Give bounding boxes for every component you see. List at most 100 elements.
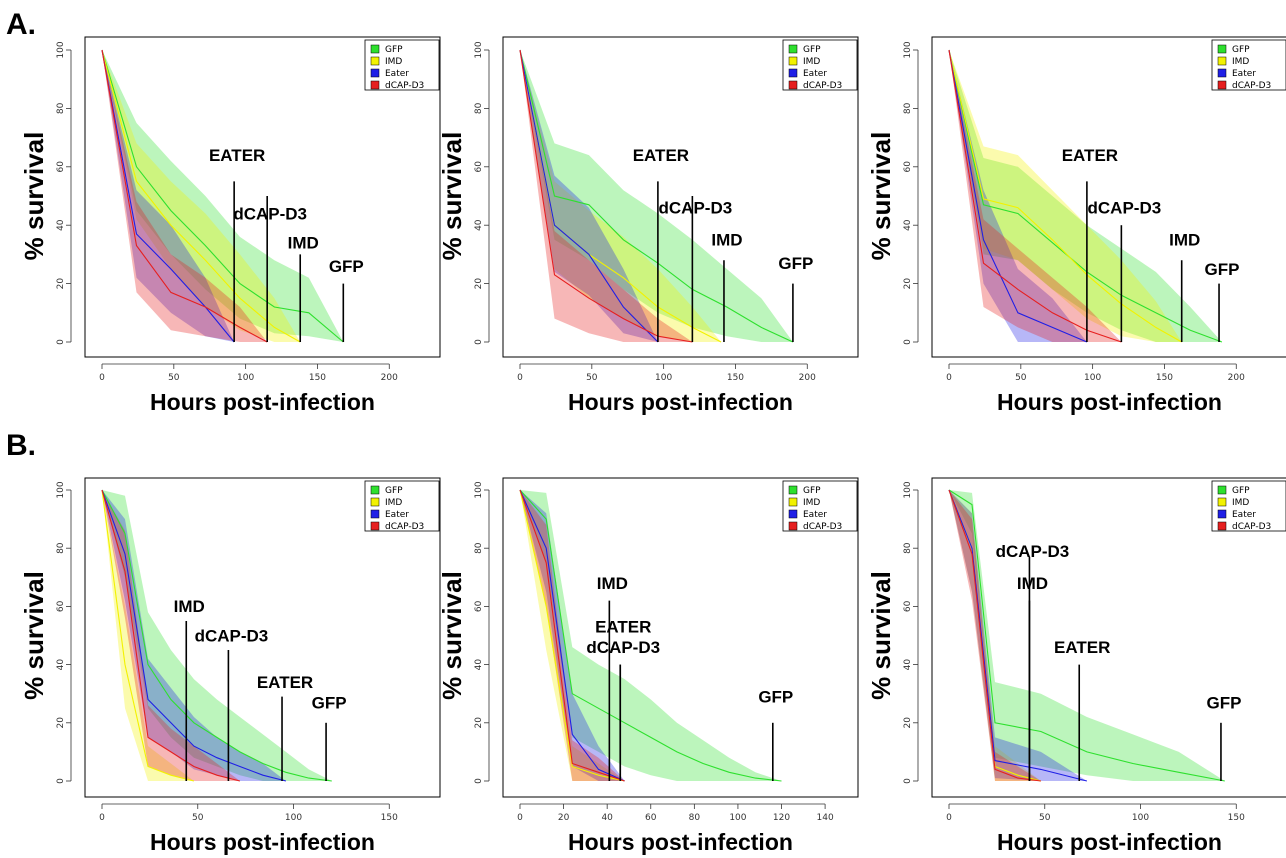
survival-line-eater — [519, 489, 625, 782]
y-tick-label: 100 — [903, 481, 913, 498]
annotation-label: IMD — [174, 597, 205, 616]
y-tick-label: 20 — [56, 278, 66, 290]
x-tick-label: 100 — [729, 813, 746, 823]
legend-label: GFP — [803, 486, 821, 496]
confidence-band-gfp — [102, 490, 332, 781]
x-tick-label: 100 — [655, 373, 672, 383]
y-tick-label: 20 — [56, 717, 66, 729]
survival-line-eater — [519, 49, 659, 343]
legend-label: IMD — [803, 498, 820, 508]
confidence-band-imd — [520, 50, 722, 342]
survival-line-gfp — [101, 49, 344, 343]
y-axis-title: % survival — [866, 571, 896, 700]
y-tick-label: 40 — [56, 219, 66, 231]
chart-panel-b1: 0 20 40 60 80 100 0 50 100 150 Hours post-infectio… — [19, 477, 441, 855]
legend-swatch-eater — [1217, 68, 1227, 78]
legend-label: GFP — [1232, 486, 1250, 496]
plot-frame — [84, 36, 441, 358]
y-tick-label: 0 — [56, 339, 66, 345]
legend-label: Eater — [803, 69, 827, 79]
x-axis-title: Hours post-infection — [150, 829, 375, 855]
annotation-label: EATER — [595, 618, 651, 637]
x-tick-label: 150 — [1228, 813, 1245, 823]
annotation-label: dCAP-D3 — [659, 199, 733, 218]
annotation-label: dCAP-D3 — [996, 542, 1070, 561]
x-axis-title: Hours post-infection — [150, 389, 375, 415]
legend-label: Eater — [1232, 510, 1256, 520]
legend-label: dCAP-D3 — [385, 522, 424, 532]
survival-line-imd — [101, 49, 301, 343]
plot-frame — [931, 36, 1286, 358]
y-tick-label: 20 — [474, 278, 484, 290]
y-tick-label: 60 — [903, 161, 913, 173]
confidence-band-gfp — [949, 490, 1225, 781]
x-axis-title: Hours post-infection — [997, 829, 1222, 855]
y-tick-label: 0 — [903, 339, 913, 345]
confidence-band-imd — [102, 50, 301, 342]
legend-swatch-imd — [1217, 497, 1227, 507]
legend-label: Eater — [385, 510, 409, 520]
legend-swatch-imd — [788, 56, 798, 66]
y-tick-label: 80 — [903, 542, 913, 554]
legend-label: dCAP-D3 — [803, 522, 842, 532]
legend-label: dCAP-D3 — [385, 81, 424, 91]
annotation-label: EATER — [257, 673, 313, 692]
x-tick-label: 140 — [817, 813, 834, 823]
survival-line-dcap-d3 — [519, 489, 625, 782]
legend-swatch-imd — [788, 497, 798, 507]
legend-swatch-dcap-d3 — [788, 80, 798, 90]
survival-line-gfp — [948, 489, 1225, 782]
confidence-band-imd — [102, 490, 194, 781]
y-tick-label: 40 — [56, 659, 66, 671]
x-axis-title: Hours post-infection — [568, 829, 793, 855]
chart-panel-a1: 0 20 40 60 80 100 0 50 100 150 200 Hours post-infec… — [19, 36, 441, 415]
x-tick-label: 50 — [1015, 373, 1027, 383]
survival-line-eater — [948, 489, 1088, 782]
annotation-label: IMD — [1017, 574, 1048, 593]
y-axis-title: % survival — [866, 132, 896, 261]
legend-swatch-dcap-d3 — [1217, 80, 1227, 90]
survival-line-dcap-d3 — [101, 49, 268, 343]
annotation-label: GFP — [312, 693, 347, 712]
legend-swatch-dcap-d3 — [370, 521, 380, 531]
legend-swatch-imd — [1217, 56, 1227, 66]
legend-label: dCAP-D3 — [1232, 522, 1271, 532]
plot-frame — [931, 477, 1286, 798]
y-tick-label: 100 — [56, 41, 66, 58]
y-tick-label: 60 — [903, 600, 913, 612]
x-tick-label: 0 — [99, 373, 105, 383]
legend-label: GFP — [1232, 45, 1250, 55]
annotation-label: dCAP-D3 — [1088, 199, 1162, 218]
survival-line-dcap-d3 — [519, 49, 693, 343]
confidence-band-eater — [520, 50, 658, 342]
x-axis-title: Hours post-infection — [997, 389, 1222, 415]
legend-swatch-gfp — [370, 485, 380, 495]
y-tick-label: 60 — [56, 600, 66, 612]
y-tick-label: 20 — [474, 717, 484, 729]
confidence-band-gfp — [102, 50, 344, 342]
y-tick-label: 0 — [474, 339, 484, 345]
confidence-band-dcap-d3 — [102, 490, 240, 781]
x-tick-label: 100 — [285, 813, 302, 823]
confidence-band-eater — [949, 490, 1087, 781]
survival-line-dcap-d3 — [948, 489, 1041, 782]
y-tick-label: 40 — [474, 659, 484, 671]
legend-label: IMD — [803, 57, 820, 67]
x-tick-label: 0 — [517, 373, 523, 383]
plot-frame — [502, 36, 859, 358]
survival-line-dcap-d3 — [948, 49, 1122, 343]
chart-panel-a2: 0 20 40 60 80 100 0 50 100 150 200 Hours post-infec… — [437, 36, 859, 415]
legend-swatch-eater — [788, 509, 798, 519]
annotation-label: GFP — [1206, 693, 1241, 712]
x-axis-title: Hours post-infection — [568, 389, 793, 415]
confidence-band-dcap-d3 — [520, 50, 693, 342]
y-axis-title: % survival — [19, 571, 49, 700]
legend-swatch-eater — [788, 68, 798, 78]
y-tick-label: 20 — [903, 278, 913, 290]
confidence-band-imd — [949, 490, 1041, 781]
survival-line-eater — [101, 49, 235, 343]
legend-label: Eater — [803, 510, 827, 520]
annotation-label: IMD — [1169, 231, 1200, 250]
